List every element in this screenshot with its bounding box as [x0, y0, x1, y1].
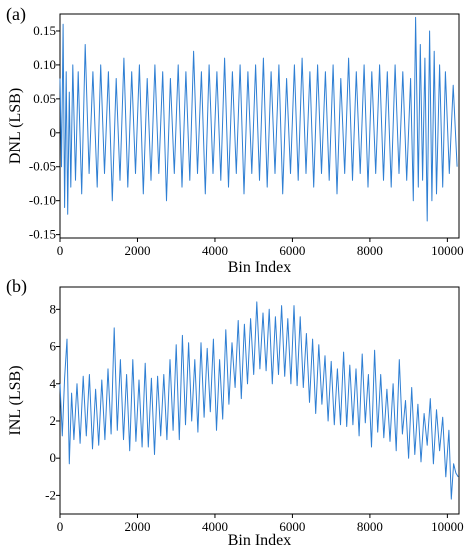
x-tick-label: 0	[57, 519, 64, 534]
x-tick-label: 2000	[124, 243, 150, 258]
y-tick-label: 0.05	[33, 91, 56, 106]
y-tick-label: 2	[50, 413, 57, 428]
x-tick-label: 10000	[431, 243, 464, 258]
x-tick-label: 8000	[357, 243, 383, 258]
x-tick-label: 4000	[202, 243, 228, 258]
y-tick-label: 0.15	[33, 23, 56, 38]
x-tick-label: 8000	[357, 519, 383, 534]
y-tick-label: 8	[50, 301, 57, 316]
panel-a: (a) 0 2000 4000 6000 8000 10000 -0.15 -0.10 -0.05…	[6, 4, 464, 276]
y-tick-label: -0.10	[29, 193, 56, 208]
x-tick-label: 10000	[431, 519, 464, 534]
x-tick-label: 4000	[202, 519, 228, 534]
y-tick-label: -0.15	[29, 227, 56, 242]
x-axis-title: Bin Index	[228, 259, 292, 276]
data-series-line	[59, 16, 458, 222]
y-tick-label: -0.05	[29, 159, 56, 174]
x-axis-title: Bin Index	[228, 532, 292, 548]
y-axis-title: DNL (LSB)	[7, 88, 24, 164]
x-tick-label: 6000	[279, 243, 305, 258]
data-series-line	[59, 301, 459, 500]
y-tick-label: 4	[50, 376, 57, 391]
y-tick-label: 0.10	[33, 57, 56, 72]
y-tick-label: 6	[50, 339, 57, 354]
plot-frame	[59, 286, 460, 515]
panel-label: (a)	[6, 4, 26, 25]
y-tick-label: -2	[45, 487, 56, 502]
x-tick-label: 0	[57, 243, 64, 258]
plot-frame	[59, 13, 460, 239]
panel-label: (b)	[6, 276, 27, 297]
x-tick-label: 2000	[124, 519, 150, 534]
y-tick-label: 0	[50, 450, 57, 465]
x-tick-label: 6000	[279, 519, 305, 534]
y-axis-title: INL (LSB)	[7, 365, 24, 435]
panel-b: (b) 0 2000 4000 6000 8000 10000 -2 0 2 4 6 8 Bin Inde…	[6, 276, 464, 548]
y-tick-label: 0	[50, 125, 57, 140]
